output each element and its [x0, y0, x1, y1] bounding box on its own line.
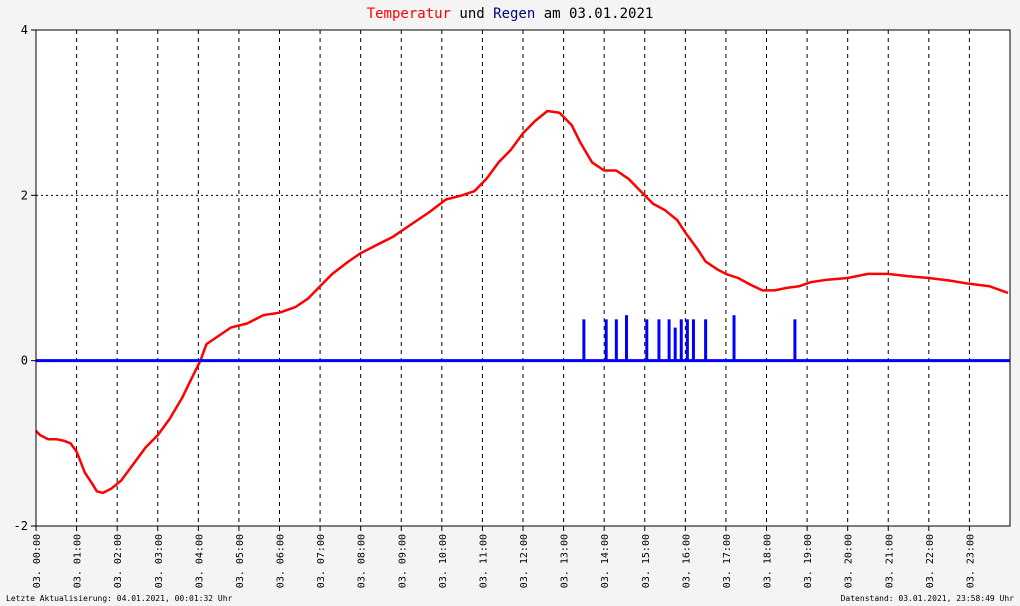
x-tick-label: 03. 20:00	[844, 534, 855, 588]
x-tick-label: 03. 17:00	[722, 534, 733, 588]
x-tick-label: 03. 19:00	[803, 534, 814, 588]
x-tick-label: 03. 04:00	[194, 534, 205, 588]
x-tick-label: 03. 05:00	[235, 534, 246, 588]
chart-title: Temperatur und Regen am 03.01.2021	[367, 6, 654, 22]
x-tick-label: 03. 23:00	[965, 534, 976, 588]
x-tick-label: 03. 13:00	[560, 534, 571, 588]
x-tick-label: 03. 06:00	[276, 534, 287, 588]
x-tick-label: 03. 11:00	[478, 534, 489, 588]
x-tick-label: 03. 21:00	[884, 534, 895, 588]
y-tick-label: 4	[21, 23, 28, 37]
x-axis: 03. 00:00 03. 01:00 03. 02:00 03. 03:00 03. …	[32, 526, 976, 588]
y-axis: -2 0 2 4	[14, 23, 36, 533]
x-tick-label: 03. 00:00	[32, 534, 43, 588]
x-tick-label: 03. 22:00	[925, 534, 936, 588]
x-tick-label: 03. 18:00	[763, 534, 774, 588]
y-tick-label: 2	[21, 188, 28, 202]
x-tick-label: 03. 16:00	[681, 534, 692, 588]
y-tick-label: 0	[21, 354, 28, 368]
x-tick-label: 03. 09:00	[397, 534, 408, 588]
x-tick-label: 03. 02:00	[113, 534, 124, 588]
y-tick-label: -2	[14, 519, 28, 533]
x-tick-label: 03. 10:00	[438, 534, 449, 588]
x-tick-label: 03. 07:00	[316, 534, 327, 588]
footer-data-status: Datenstand: 03.01.2021, 23:58:49 Uhr	[841, 594, 1015, 603]
title-part-0: Temperatur	[367, 6, 451, 22]
x-tick-label: 03. 15:00	[641, 534, 652, 588]
series-temperatur-line	[35, 109, 1009, 495]
x-tick-label: 03. 12:00	[519, 534, 530, 588]
series-group	[35, 109, 1010, 495]
x-tick-label: 03. 03:00	[154, 534, 165, 588]
title-part-3: am 03.01.2021	[535, 6, 653, 22]
x-tick-label: 03. 14:00	[600, 534, 611, 588]
title-part-1: und	[451, 6, 493, 22]
plot-frame	[35, 29, 1011, 527]
title-part-2: Regen	[493, 6, 535, 22]
x-tick-label: 03. 01:00	[73, 534, 84, 588]
footer-last-update: Letzte Aktualisierung: 04.01.2021, 00:01…	[6, 594, 233, 603]
x-tick-label: 03. 08:00	[357, 534, 368, 588]
